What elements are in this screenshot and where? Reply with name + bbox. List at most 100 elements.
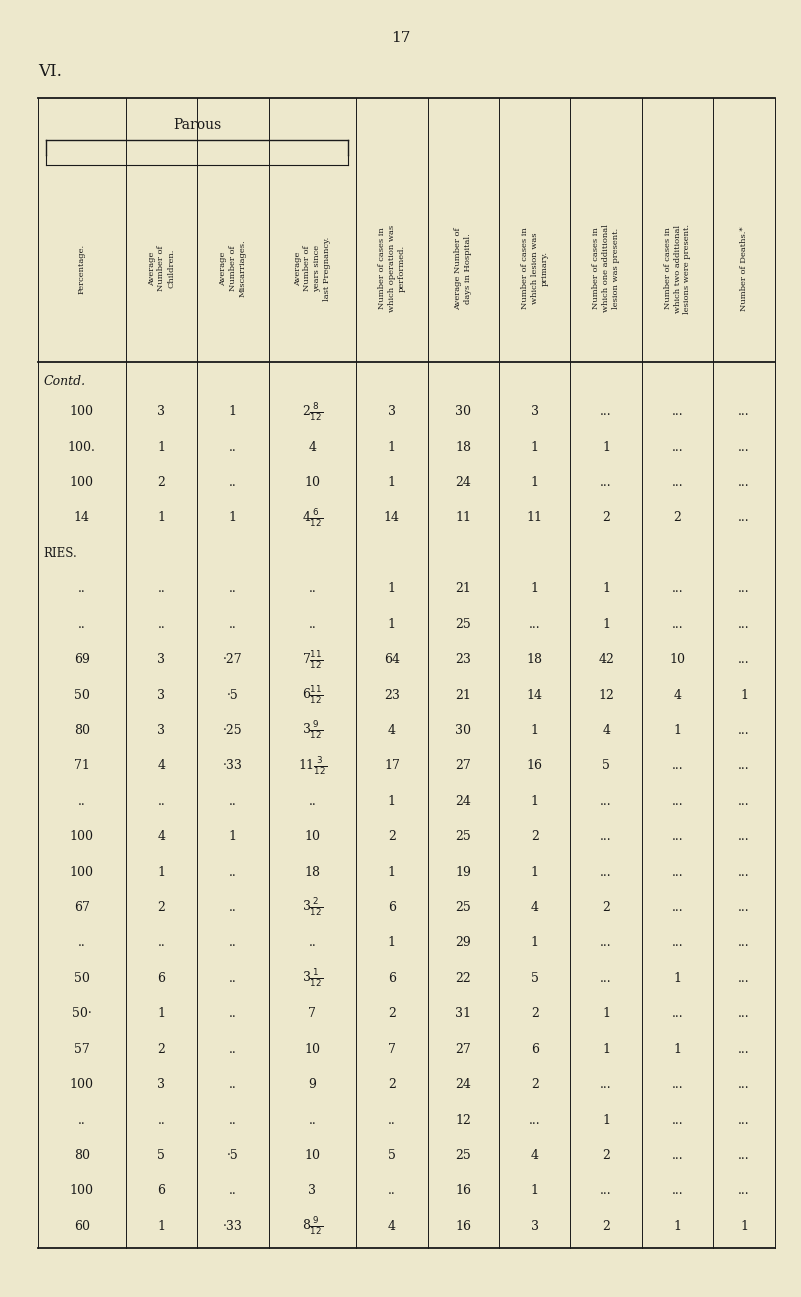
- Text: ..: ..: [78, 582, 86, 595]
- Text: 30: 30: [455, 405, 471, 418]
- Text: Number of cases in
which two additional
lesions were present.: Number of cases in which two additional …: [664, 223, 691, 314]
- Text: 1: 1: [157, 1219, 165, 1232]
- Text: ...: ...: [739, 1184, 750, 1197]
- Text: 24: 24: [456, 476, 471, 489]
- Text: 30: 30: [455, 724, 471, 737]
- Text: 1: 1: [157, 865, 165, 878]
- Text: ..: ..: [229, 1043, 236, 1056]
- Text: ...: ...: [739, 759, 750, 773]
- Text: 23: 23: [384, 689, 400, 702]
- Text: 11: 11: [527, 511, 543, 524]
- Text: ..: ..: [229, 1114, 236, 1127]
- Text: ..: ..: [308, 795, 316, 808]
- Text: ..: ..: [308, 1114, 316, 1127]
- Text: 1: 1: [388, 441, 396, 454]
- Text: 31: 31: [455, 1008, 471, 1021]
- Text: ...: ...: [601, 795, 612, 808]
- Text: 11: 11: [455, 511, 471, 524]
- Text: ..: ..: [229, 901, 236, 914]
- Text: ...: ...: [601, 405, 612, 418]
- Text: 1: 1: [531, 865, 539, 878]
- Text: ...: ...: [739, 582, 750, 595]
- Text: ...: ...: [739, 795, 750, 808]
- Text: 1: 1: [388, 865, 396, 878]
- Text: 80: 80: [74, 724, 90, 737]
- Text: 1: 1: [531, 476, 539, 489]
- Text: 2: 2: [602, 511, 610, 524]
- Text: 1: 1: [531, 724, 539, 737]
- Text: 3: 3: [157, 654, 165, 667]
- Text: ..: ..: [308, 936, 316, 949]
- Text: 1: 1: [388, 936, 396, 949]
- Text: Average
Number of
Children.: Average Number of Children.: [147, 245, 175, 292]
- Text: ...: ...: [601, 1078, 612, 1091]
- Text: ..: ..: [158, 617, 165, 630]
- Text: 4: 4: [157, 830, 165, 843]
- Text: 12: 12: [456, 1114, 471, 1127]
- Text: 10: 10: [304, 1043, 320, 1056]
- Text: ..: ..: [158, 795, 165, 808]
- Text: 4: 4: [531, 1149, 539, 1162]
- Text: 21: 21: [456, 689, 471, 702]
- Text: 3: 3: [308, 1184, 316, 1197]
- Text: 1: 1: [157, 511, 165, 524]
- Text: 3: 3: [157, 724, 165, 737]
- Text: ..: ..: [229, 936, 236, 949]
- Text: 6: 6: [388, 971, 396, 984]
- Text: ...: ...: [672, 617, 683, 630]
- Text: ..: ..: [158, 582, 165, 595]
- Text: 100: 100: [70, 830, 94, 843]
- Text: 4: 4: [157, 759, 165, 773]
- Text: ...: ...: [601, 971, 612, 984]
- Text: ·25: ·25: [223, 724, 243, 737]
- Text: 3$\frac{9}{12}$: 3$\frac{9}{12}$: [302, 720, 323, 742]
- Text: ·5: ·5: [227, 1149, 239, 1162]
- Text: 10: 10: [304, 830, 320, 843]
- Text: ...: ...: [601, 936, 612, 949]
- Text: 18: 18: [304, 865, 320, 878]
- Text: ..: ..: [78, 795, 86, 808]
- Text: 1: 1: [740, 1219, 748, 1232]
- Text: ..: ..: [158, 1114, 165, 1127]
- Text: 1: 1: [531, 1184, 539, 1197]
- Text: 57: 57: [74, 1043, 90, 1056]
- Text: 4: 4: [531, 901, 539, 914]
- Text: 1: 1: [531, 582, 539, 595]
- Text: 71: 71: [74, 759, 90, 773]
- Text: 1: 1: [531, 441, 539, 454]
- Text: 5: 5: [602, 759, 610, 773]
- Text: 10: 10: [304, 1149, 320, 1162]
- Text: 5: 5: [531, 971, 539, 984]
- Text: 1: 1: [674, 971, 682, 984]
- Text: 1: 1: [388, 476, 396, 489]
- Text: 6: 6: [531, 1043, 539, 1056]
- Text: Number of cases in
which one additional
lesion was present.: Number of cases in which one additional …: [593, 224, 620, 313]
- Text: Percentage.: Percentage.: [78, 244, 86, 293]
- Text: 12: 12: [598, 689, 614, 702]
- Text: ...: ...: [672, 1078, 683, 1091]
- Text: Number of Deaths.*: Number of Deaths.*: [740, 226, 748, 311]
- Text: ..: ..: [158, 936, 165, 949]
- Text: ..: ..: [229, 617, 236, 630]
- Text: ...: ...: [672, 865, 683, 878]
- Text: 24: 24: [456, 795, 471, 808]
- Text: ...: ...: [672, 1008, 683, 1021]
- Text: 11$\frac{3}{12}$: 11$\frac{3}{12}$: [298, 755, 327, 777]
- Text: 2: 2: [531, 830, 539, 843]
- Text: 1: 1: [229, 830, 237, 843]
- Text: 10: 10: [304, 476, 320, 489]
- Text: 3: 3: [531, 405, 539, 418]
- Text: 21: 21: [456, 582, 471, 595]
- Text: 1: 1: [674, 724, 682, 737]
- Text: ...: ...: [672, 759, 683, 773]
- Text: ·33: ·33: [223, 1219, 243, 1232]
- Text: 23: 23: [456, 654, 471, 667]
- Text: 2: 2: [674, 511, 682, 524]
- Text: 1: 1: [740, 689, 748, 702]
- Text: ..: ..: [229, 795, 236, 808]
- Text: 69: 69: [74, 654, 90, 667]
- Text: 2: 2: [158, 476, 165, 489]
- Text: 24: 24: [456, 1078, 471, 1091]
- Text: ...: ...: [739, 405, 750, 418]
- Text: ...: ...: [739, 1043, 750, 1056]
